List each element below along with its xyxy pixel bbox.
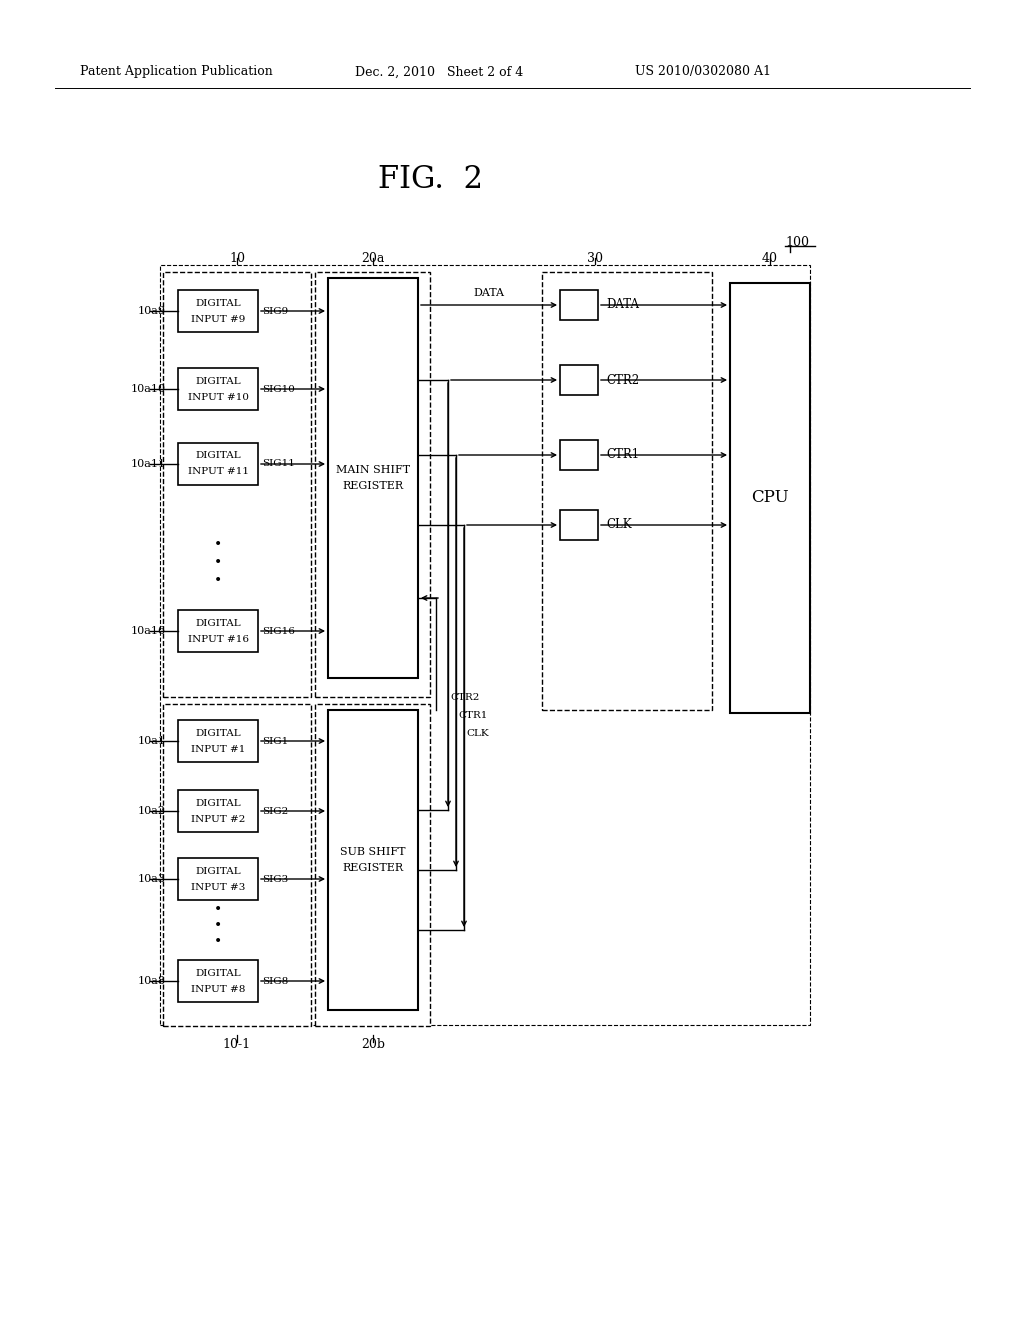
Bar bbox=[178, 368, 258, 411]
Text: 10-1: 10-1 bbox=[223, 1039, 251, 1052]
Text: Patent Application Publication: Patent Application Publication bbox=[80, 66, 272, 78]
Bar bbox=[178, 610, 258, 652]
Text: CLK: CLK bbox=[466, 730, 488, 738]
Text: 100: 100 bbox=[785, 235, 809, 248]
Text: DIGITAL: DIGITAL bbox=[196, 619, 241, 627]
Text: REGISTER: REGISTER bbox=[342, 863, 403, 873]
Bar bbox=[542, 272, 712, 710]
Text: DIGITAL: DIGITAL bbox=[196, 866, 241, 875]
Text: •: • bbox=[214, 903, 222, 917]
Text: 10a1: 10a1 bbox=[138, 737, 166, 746]
Text: SIG11: SIG11 bbox=[262, 459, 295, 469]
Bar bbox=[730, 282, 810, 713]
Text: CTR2: CTR2 bbox=[450, 693, 479, 702]
Text: 10a11: 10a11 bbox=[131, 459, 166, 469]
Bar bbox=[163, 272, 311, 697]
Bar bbox=[163, 704, 311, 1026]
Bar bbox=[315, 272, 430, 697]
Text: 10a9: 10a9 bbox=[138, 306, 166, 315]
Text: 10a16: 10a16 bbox=[131, 626, 166, 636]
Text: DIGITAL: DIGITAL bbox=[196, 799, 241, 808]
Text: •: • bbox=[214, 919, 222, 933]
Bar bbox=[178, 444, 258, 484]
Text: 10a3: 10a3 bbox=[138, 874, 166, 884]
Text: DIGITAL: DIGITAL bbox=[196, 298, 241, 308]
Bar bbox=[178, 290, 258, 333]
Text: INPUT #10: INPUT #10 bbox=[187, 392, 249, 401]
Text: INPUT #16: INPUT #16 bbox=[187, 635, 249, 644]
Text: DIGITAL: DIGITAL bbox=[196, 729, 241, 738]
Bar bbox=[560, 366, 598, 395]
Text: CLK: CLK bbox=[606, 519, 632, 532]
Text: CTR2: CTR2 bbox=[606, 374, 639, 387]
Bar bbox=[560, 510, 598, 540]
Text: CTR1: CTR1 bbox=[606, 449, 639, 462]
Text: 10a2: 10a2 bbox=[138, 807, 166, 816]
Text: MAIN SHIFT: MAIN SHIFT bbox=[336, 465, 410, 475]
Bar bbox=[178, 789, 258, 832]
Bar bbox=[328, 710, 418, 1010]
Bar bbox=[328, 279, 418, 678]
Text: •: • bbox=[214, 574, 222, 587]
Text: DIGITAL: DIGITAL bbox=[196, 376, 241, 385]
Bar bbox=[315, 704, 430, 1026]
Text: DIGITAL: DIGITAL bbox=[196, 969, 241, 978]
Bar bbox=[178, 719, 258, 762]
Text: 20a: 20a bbox=[361, 252, 385, 264]
Text: SUB SHIFT: SUB SHIFT bbox=[340, 847, 406, 857]
Bar bbox=[178, 960, 258, 1002]
Text: INPUT #1: INPUT #1 bbox=[190, 744, 245, 754]
Text: 40: 40 bbox=[762, 252, 778, 264]
Text: SIG2: SIG2 bbox=[262, 807, 288, 816]
Text: SIG3: SIG3 bbox=[262, 874, 288, 883]
Text: •: • bbox=[214, 539, 222, 552]
Bar bbox=[178, 858, 258, 900]
Text: INPUT #9: INPUT #9 bbox=[190, 314, 245, 323]
Text: REGISTER: REGISTER bbox=[342, 480, 403, 491]
Text: DATA: DATA bbox=[606, 298, 639, 312]
Text: US 2010/0302080 A1: US 2010/0302080 A1 bbox=[635, 66, 771, 78]
Text: DATA: DATA bbox=[473, 288, 505, 298]
Bar bbox=[160, 265, 810, 1026]
Bar bbox=[560, 440, 598, 470]
Text: 30: 30 bbox=[587, 252, 603, 264]
Text: INPUT #3: INPUT #3 bbox=[190, 883, 245, 891]
Text: •: • bbox=[214, 935, 222, 949]
Text: 20b: 20b bbox=[361, 1039, 385, 1052]
Text: SIG1: SIG1 bbox=[262, 737, 288, 746]
Text: CPU: CPU bbox=[752, 490, 788, 507]
Text: CTR1: CTR1 bbox=[458, 711, 487, 721]
Bar bbox=[560, 290, 598, 319]
Text: DIGITAL: DIGITAL bbox=[196, 451, 241, 461]
Text: SIG16: SIG16 bbox=[262, 627, 295, 635]
Text: 10a8: 10a8 bbox=[138, 975, 166, 986]
Text: Dec. 2, 2010   Sheet 2 of 4: Dec. 2, 2010 Sheet 2 of 4 bbox=[355, 66, 523, 78]
Text: •: • bbox=[214, 556, 222, 570]
Text: INPUT #8: INPUT #8 bbox=[190, 985, 245, 994]
Text: 10a10: 10a10 bbox=[131, 384, 166, 393]
Text: SIG10: SIG10 bbox=[262, 384, 295, 393]
Text: INPUT #2: INPUT #2 bbox=[190, 814, 245, 824]
Text: FIG.  2: FIG. 2 bbox=[378, 165, 482, 195]
Text: 10: 10 bbox=[229, 252, 245, 264]
Text: SIG8: SIG8 bbox=[262, 977, 288, 986]
Text: INPUT #11: INPUT #11 bbox=[187, 467, 249, 477]
Text: SIG9: SIG9 bbox=[262, 306, 288, 315]
